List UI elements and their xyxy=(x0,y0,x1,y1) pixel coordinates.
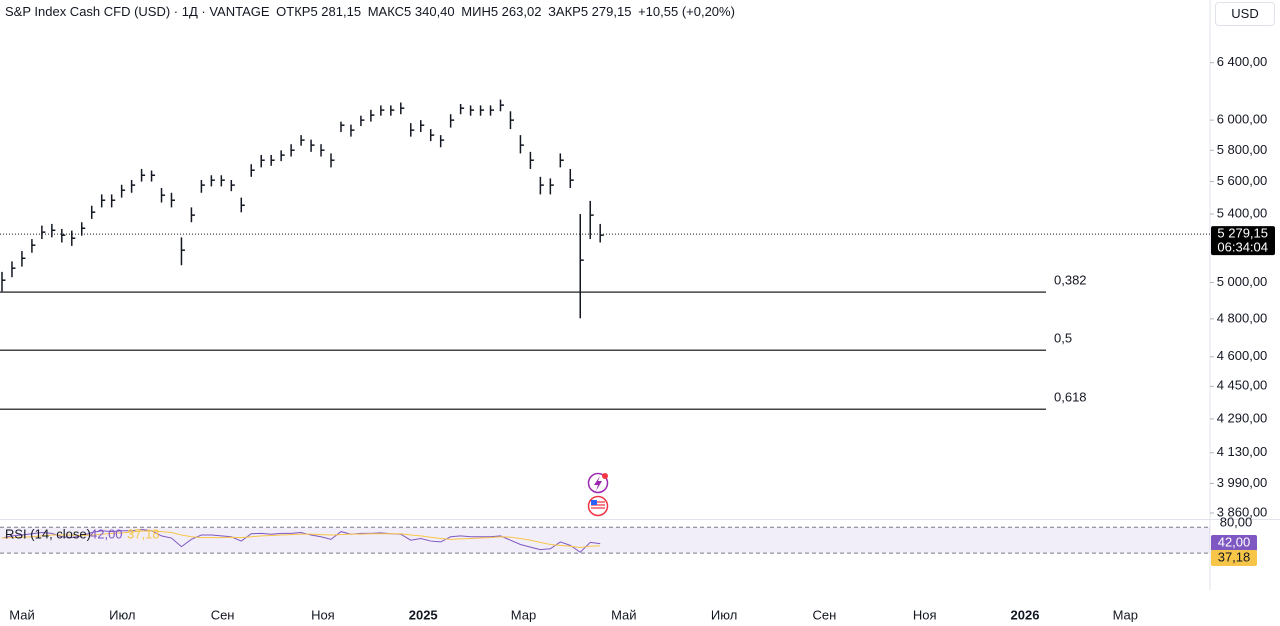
ohlc-value: 5 340,40 xyxy=(404,4,455,19)
y-tick-label: 4 800,00 xyxy=(1217,310,1268,325)
ohlc-label: МАКС xyxy=(367,4,405,19)
x-tick-label: Мар xyxy=(511,607,536,622)
rsi-value-box xyxy=(1211,550,1257,566)
countdown: 06:34:04 xyxy=(1217,240,1268,255)
y-tick-label: 3 990,00 xyxy=(1217,475,1268,490)
x-tick-label: Июл xyxy=(711,607,737,622)
ohlc-label: ЗАКР xyxy=(548,4,581,19)
last-price-box xyxy=(1211,226,1275,256)
x-tick-label: Май xyxy=(611,607,636,622)
y-tick-label: 6 400,00 xyxy=(1217,54,1268,69)
x-tick-label: Мар xyxy=(1113,607,1138,622)
y-tick-label: 5 400,00 xyxy=(1217,205,1268,220)
symbol: S&P Index Cash CFD (USD) · 1Д · VANTAGE xyxy=(5,4,270,19)
ohlc-value: 5 263,02 xyxy=(490,4,542,19)
rsi-legend-value: 37,18 xyxy=(127,526,160,541)
ohlc-label: МИН xyxy=(461,4,491,19)
x-tick-label: Сен xyxy=(812,607,836,622)
rsi-title: RSI (14, close) xyxy=(5,526,91,541)
y-tick-label: 5 600,00 xyxy=(1217,173,1268,188)
header: S&P Index Cash CFD (USD) · 1Д · VANTAGE … xyxy=(5,4,738,19)
y-tick-label: 3 860,00 xyxy=(1217,504,1268,519)
currency-button[interactable]: USD xyxy=(1215,2,1275,26)
y-tick-label: 4 130,00 xyxy=(1217,444,1268,459)
ohlc-value: 5 279,15 xyxy=(580,4,632,19)
y-tick-label: 5 000,00 xyxy=(1217,274,1268,289)
fib-label: 0,618 xyxy=(1054,390,1087,405)
alert-icon[interactable] xyxy=(587,472,609,494)
x-tick-label: Ноя xyxy=(913,607,937,622)
ohlc-label: ОТКР xyxy=(276,4,311,19)
rsi-value-label: 42,00 xyxy=(1218,534,1251,549)
rsi-legend-value: 42,00 xyxy=(90,526,123,541)
y-tick-label: 4 600,00 xyxy=(1217,348,1268,363)
x-tick-label: Сен xyxy=(211,607,235,622)
y-tick-label: 4 450,00 xyxy=(1217,378,1268,393)
rsi-value-label: 37,18 xyxy=(1218,549,1251,564)
x-tick-label: Ноя xyxy=(311,607,335,622)
x-tick-label: 2025 xyxy=(409,607,438,622)
rsi-band-fill xyxy=(0,527,1210,554)
rsi-line xyxy=(1,530,601,549)
change: +10,55 (+0,20%) xyxy=(638,4,735,19)
fib-label: 0,382 xyxy=(1054,273,1087,288)
rsi-line xyxy=(1,528,601,553)
last-price-label: 5 279,15 xyxy=(1217,226,1268,241)
x-tick-label: 2026 xyxy=(1011,607,1040,622)
x-tick-label: Июл xyxy=(109,607,135,622)
rsi-tick-label: 80,00 xyxy=(1220,515,1253,530)
y-tick-label: 5 800,00 xyxy=(1217,142,1268,157)
rsi-value-box xyxy=(1211,535,1257,551)
fib-label: 0,5 xyxy=(1054,331,1072,346)
y-tick-label: 4 290,00 xyxy=(1217,410,1268,425)
event-icon[interactable] xyxy=(587,495,609,517)
y-tick-label: 6 000,00 xyxy=(1217,112,1268,127)
ohlc-value: 5 281,15 xyxy=(310,4,362,19)
x-tick-label: Май xyxy=(9,607,34,622)
